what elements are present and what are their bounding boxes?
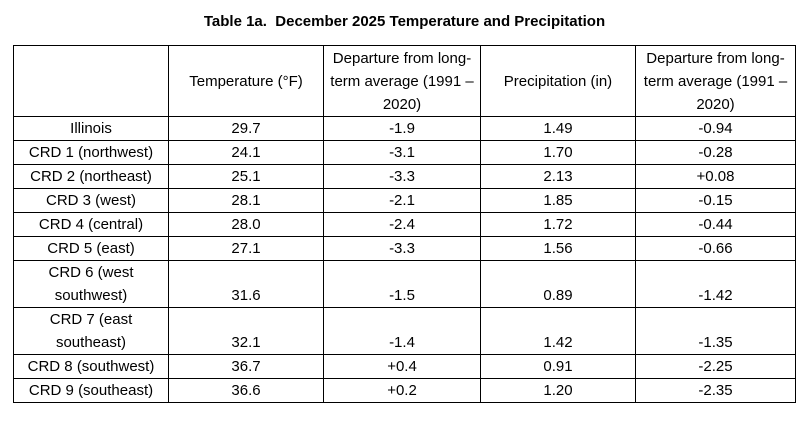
region-label: CRD 7 (east southeast) <box>13 307 169 355</box>
table-row: CRD 4 (central) 28.0 -2.4 1.72 -0.44 <box>13 212 796 237</box>
precip-departure-value: -2.25 <box>635 354 796 379</box>
temp-departure-value: -1.5 <box>323 260 481 308</box>
precipitation-value: 1.85 <box>480 188 636 213</box>
precip-departure-value: -0.15 <box>635 188 796 213</box>
col-header-temp-departure: Departure from long-term average (1991 –… <box>323 45 481 117</box>
precipitation-value: 1.56 <box>480 236 636 261</box>
table-row: CRD 9 (southeast) 36.6 +0.2 1.20 -2.35 <box>13 378 796 403</box>
precipitation-value: 1.70 <box>480 140 636 165</box>
table-row: CRD 8 (southwest) 36.7 +0.4 0.91 -2.25 <box>13 354 796 379</box>
table-row: CRD 6 (west southwest) 31.6 -1.5 0.89 -1… <box>13 260 796 308</box>
precipitation-value: 1.20 <box>480 378 636 403</box>
table-row: CRD 7 (east southeast) 32.1 -1.4 1.42 -1… <box>13 307 796 355</box>
temp-departure-value: +0.2 <box>323 378 481 403</box>
precipitation-value: 0.89 <box>480 260 636 308</box>
precip-departure-value: -0.94 <box>635 116 796 141</box>
precip-departure-value: -2.35 <box>635 378 796 403</box>
temperature-value: 25.1 <box>168 164 324 189</box>
temp-departure-value: -3.1 <box>323 140 481 165</box>
precip-departure-value: -1.42 <box>635 260 796 308</box>
temp-departure-value: -2.1 <box>323 188 481 213</box>
col-header-precipitation: Precipitation (in) <box>480 45 636 117</box>
table-row: CRD 3 (west) 28.1 -2.1 1.85 -0.15 <box>13 188 796 213</box>
col-header-precip-departure: Departure from long-term average (1991 –… <box>635 45 796 117</box>
region-label: Illinois <box>13 116 169 141</box>
precip-departure-value: -1.35 <box>635 307 796 355</box>
region-label: CRD 5 (east) <box>13 236 169 261</box>
temperature-value: 36.6 <box>168 378 324 403</box>
temperature-value: 36.7 <box>168 354 324 379</box>
temp-departure-value: +0.4 <box>323 354 481 379</box>
region-label: CRD 3 (west) <box>13 188 169 213</box>
temperature-value: 28.0 <box>168 212 324 237</box>
table-title: Table 1a. December 2025 Temperature and … <box>203 13 606 30</box>
precip-departure-value: -0.28 <box>635 140 796 165</box>
temperature-precipitation-table: Temperature (°F) Departure from long-ter… <box>13 45 796 403</box>
temp-departure-value: -3.3 <box>323 236 481 261</box>
region-label: CRD 1 (northwest) <box>13 140 169 165</box>
precipitation-value: 1.42 <box>480 307 636 355</box>
document-page: Table 1a. December 2025 Temperature and … <box>0 13 809 403</box>
temperature-value: 24.1 <box>168 140 324 165</box>
temperature-value: 29.7 <box>168 116 324 141</box>
precipitation-value: 2.13 <box>480 164 636 189</box>
temperature-value: 27.1 <box>168 236 324 261</box>
table-row: CRD 5 (east) 27.1 -3.3 1.56 -0.66 <box>13 236 796 261</box>
precip-departure-value: +0.08 <box>635 164 796 189</box>
precipitation-value: 1.49 <box>480 116 636 141</box>
col-header-temperature: Temperature (°F) <box>168 45 324 117</box>
region-label: CRD 6 (west southwest) <box>13 260 169 308</box>
temperature-value: 31.6 <box>168 260 324 308</box>
temp-departure-value: -1.9 <box>323 116 481 141</box>
precip-departure-value: -0.66 <box>635 236 796 261</box>
temp-departure-value: -2.4 <box>323 212 481 237</box>
temp-departure-value: -1.4 <box>323 307 481 355</box>
temperature-value: 32.1 <box>168 307 324 355</box>
temp-departure-value: -3.3 <box>323 164 481 189</box>
region-label: CRD 2 (northeast) <box>13 164 169 189</box>
precipitation-value: 1.72 <box>480 212 636 237</box>
col-header-region <box>13 45 169 117</box>
table-row: CRD 2 (northeast) 25.1 -3.3 2.13 +0.08 <box>13 164 796 189</box>
table-row: Illinois 29.7 -1.9 1.49 -0.94 <box>13 116 796 141</box>
header-row: Temperature (°F) Departure from long-ter… <box>13 45 796 117</box>
precipitation-value: 0.91 <box>480 354 636 379</box>
precip-departure-value: -0.44 <box>635 212 796 237</box>
region-label: CRD 8 (southwest) <box>13 354 169 379</box>
temperature-value: 28.1 <box>168 188 324 213</box>
table-row: CRD 1 (northwest) 24.1 -3.1 1.70 -0.28 <box>13 140 796 165</box>
region-label: CRD 9 (southeast) <box>13 378 169 403</box>
region-label: CRD 4 (central) <box>13 212 169 237</box>
